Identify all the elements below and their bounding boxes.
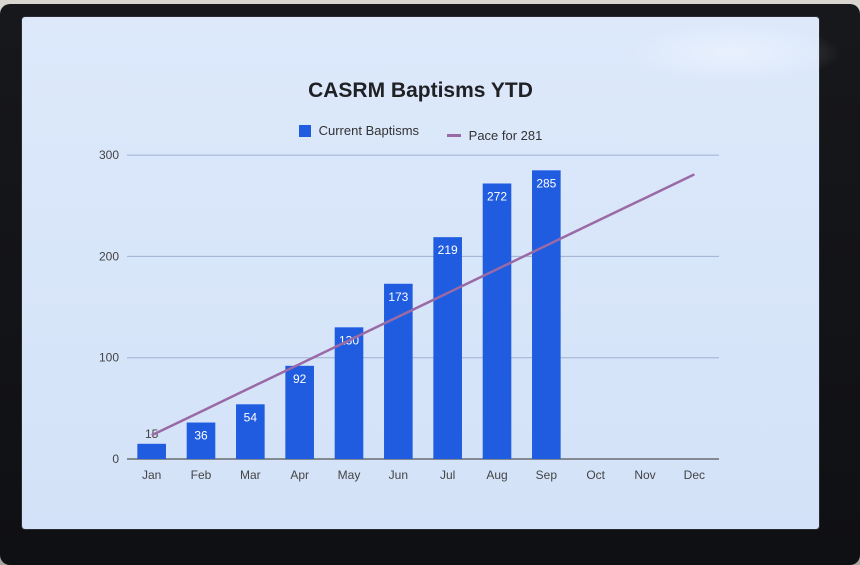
x-tick-label: Mar bbox=[240, 468, 261, 482]
x-tick-label: Feb bbox=[191, 468, 212, 482]
legend-item-bars: Current Baptisms bbox=[298, 123, 420, 138]
pace-line bbox=[151, 173, 695, 437]
legend-item-pace: Pace for 281 bbox=[446, 127, 543, 143]
y-tick-label: 100 bbox=[99, 351, 119, 365]
chart-title: CASRM Baptisms YTD bbox=[308, 79, 533, 102]
bar-may bbox=[334, 327, 364, 459]
bar-jan bbox=[137, 443, 166, 459]
chart-legend: Current Baptisms Pace for 281 bbox=[22, 123, 819, 143]
bar-apr bbox=[285, 365, 314, 459]
data-label: 15 bbox=[145, 427, 159, 441]
x-tick-label: May bbox=[338, 468, 361, 482]
legend-label-pace: Pace for 281 bbox=[468, 127, 543, 143]
y-tick-label: 0 bbox=[112, 452, 119, 466]
x-tick-label: Jan bbox=[142, 468, 161, 482]
x-tick-label: Sep bbox=[536, 468, 558, 482]
bar-mar bbox=[236, 404, 265, 459]
data-label: 173 bbox=[388, 290, 408, 304]
slide-screen: CASRM Baptisms YTD Current Baptisms Pace… bbox=[22, 17, 842, 529]
monitor-bezel: CASRM Baptisms YTD Current Baptisms Pace… bbox=[0, 4, 860, 565]
x-tick-label: Jul bbox=[440, 468, 455, 482]
data-label: 36 bbox=[194, 429, 208, 443]
x-tick-label: Oct bbox=[586, 468, 605, 482]
bar-jul bbox=[433, 237, 462, 459]
data-label: 92 bbox=[293, 372, 307, 386]
legend-label-bars: Current Baptisms bbox=[318, 123, 420, 138]
data-label: 54 bbox=[244, 410, 258, 424]
x-tick-label: Dec bbox=[684, 468, 705, 482]
bar-aug bbox=[482, 183, 512, 459]
bar-sep bbox=[532, 170, 561, 460]
legend-swatch-pace bbox=[446, 133, 461, 137]
y-tick-label: 300 bbox=[99, 148, 119, 162]
legend-swatch-bars bbox=[298, 124, 311, 137]
y-tick-label: 200 bbox=[99, 249, 119, 263]
x-tick-label: Nov bbox=[634, 468, 655, 482]
data-label: 219 bbox=[438, 243, 458, 257]
bar-jun bbox=[384, 283, 413, 459]
x-tick-label: Apr bbox=[290, 468, 309, 482]
x-tick-label: Jun bbox=[389, 468, 408, 482]
data-label: 285 bbox=[536, 176, 556, 190]
bar-feb bbox=[186, 422, 216, 459]
x-tick-label: Aug bbox=[486, 468, 507, 482]
data-label: 272 bbox=[487, 189, 507, 203]
